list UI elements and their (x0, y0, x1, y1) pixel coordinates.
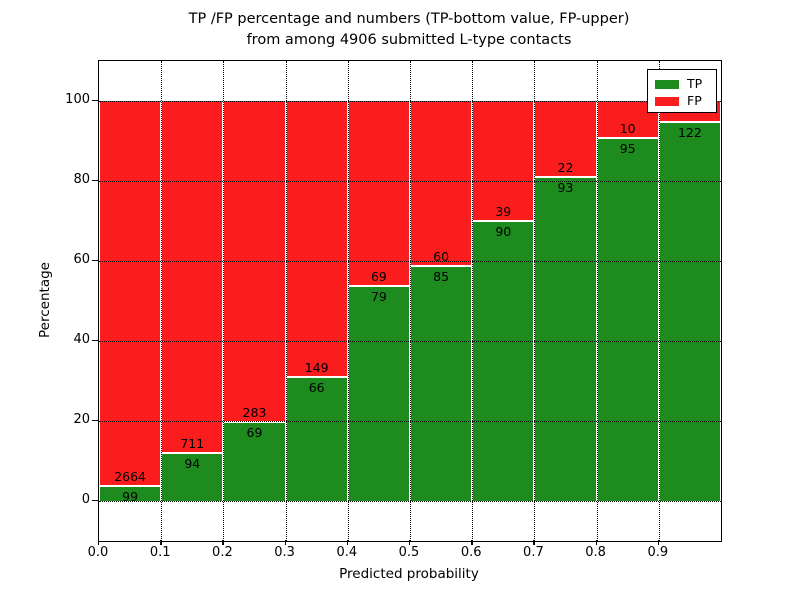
fp-count-label: 22 (557, 159, 574, 175)
chart-title-line2: from among 4906 submitted L-type contact… (246, 32, 572, 48)
x-tick (471, 540, 473, 545)
bar-fp-segment (410, 101, 473, 267)
tp-count-label: 66 (308, 380, 325, 396)
legend-label: FP (687, 93, 702, 108)
y-tick-label: 80 (73, 172, 90, 187)
bar-tp-segment (347, 287, 410, 501)
x-tick (222, 540, 224, 545)
bar-tp-segment (596, 139, 659, 501)
bar-fp-segment (161, 101, 224, 455)
x-tick (533, 540, 535, 545)
y-tick (92, 500, 98, 502)
x-tick (98, 540, 100, 545)
bar-tp-segment (285, 378, 348, 501)
x-tick-label: 0.0 (87, 545, 109, 560)
fp-count-label: 69 (370, 269, 387, 285)
bar-tp-segment (534, 177, 597, 501)
fp-count-label: 60 (433, 248, 450, 264)
tp-count-label: 79 (370, 289, 387, 305)
gridline-vertical (223, 61, 225, 541)
x-tick-label: 0.1 (149, 545, 171, 560)
gridline-vertical (472, 61, 474, 541)
x-tick-label: 0.4 (336, 545, 358, 560)
chart-title-line1: TP /FP percentage and numbers (TP-bottom… (188, 11, 630, 27)
gridline-vertical (161, 61, 163, 541)
tp-count-label: 90 (495, 223, 512, 239)
x-tick (346, 540, 349, 545)
x-tick-label: 0.7 (523, 545, 544, 560)
y-tick (92, 340, 98, 342)
bar-tp-segment (658, 123, 721, 501)
x-tick-label: 0.6 (460, 545, 482, 560)
tp-count-label: 93 (557, 179, 574, 195)
tp-count-label: 99 (122, 488, 139, 504)
y-tick-label: 40 (73, 332, 90, 347)
legend-label: TP (687, 76, 703, 91)
y-tick (92, 420, 98, 422)
legend-swatch-fp-icon (655, 96, 679, 106)
x-tick-label: 0.2 (212, 545, 233, 560)
fp-count-label: 10 (619, 121, 636, 137)
gridline-vertical (534, 61, 536, 541)
gridline-vertical (285, 61, 287, 541)
tp-count-label: 69 (246, 424, 263, 440)
bar-tp-segment (410, 266, 473, 501)
fp-count-label: 149 (304, 360, 329, 376)
y-tick (92, 180, 98, 182)
plot-area: TP FP 2664 99 711 94 283 69 149 66 69 79 60 85 39 90 22… (98, 60, 722, 542)
fp-count-label: 39 (495, 203, 512, 219)
bar-tp-segment (99, 486, 162, 501)
x-tick-label: 0.5 (398, 545, 420, 560)
legend: TP FP (647, 69, 717, 113)
fp-count-label: 283 (242, 404, 267, 420)
bar-tp-segment (161, 454, 224, 501)
chart-title: TP /FP percentage and numbers (TP-bottom… (98, 9, 720, 51)
tp-count-label: 122 (677, 125, 702, 140)
legend-entry: TP (655, 76, 716, 92)
fp-count-label: 711 (180, 436, 205, 452)
x-tick-label: 0.9 (647, 545, 669, 560)
tp-count-label: 85 (433, 268, 450, 284)
gridline-vertical (410, 61, 411, 541)
gridline-vertical (596, 61, 598, 541)
y-tick-label: 20 (73, 412, 90, 427)
x-axis-label: Predicted probability (339, 566, 479, 582)
x-tick (595, 540, 597, 545)
fp-count-label: 2664 (114, 468, 146, 484)
x-tick (160, 540, 162, 545)
legend-entry: FP (655, 93, 716, 109)
y-tick-label: 0 (81, 492, 90, 507)
y-tick-label: 60 (73, 252, 90, 267)
y-axis-label: Percentage (37, 262, 53, 338)
x-tick (657, 540, 660, 545)
bar-tp-segment (472, 221, 535, 501)
gridline-vertical (658, 61, 660, 541)
y-tick (92, 100, 98, 102)
bar-fp-segment (285, 101, 348, 379)
bar-fp-segment (347, 101, 410, 288)
legend-swatch-tp-icon (655, 79, 679, 89)
x-tick (409, 540, 411, 545)
y-tick (92, 260, 98, 262)
gridline-vertical (347, 61, 349, 541)
y-tick-label: 100 (65, 92, 90, 107)
x-tick-label: 0.3 (274, 545, 295, 560)
tp-count-label: 95 (619, 141, 636, 157)
bar-fp-segment (99, 101, 162, 487)
x-tick (284, 540, 286, 545)
x-tick-label: 0.8 (585, 545, 606, 560)
tp-count-label: 94 (184, 456, 201, 472)
